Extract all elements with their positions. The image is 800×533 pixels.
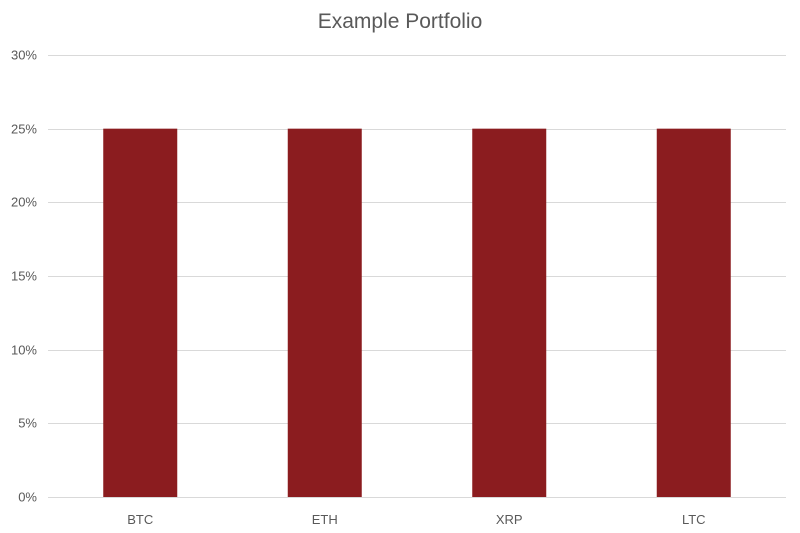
bar-eth [287, 128, 362, 497]
y-tick-label: 10% [11, 343, 37, 358]
y-tick-label: 25% [11, 122, 37, 137]
bar-btc [103, 128, 178, 497]
chart-title: Example Portfolio [317, 10, 483, 33]
x-tick-label: LTC [682, 512, 706, 527]
x-tick-label: ETH [312, 512, 338, 527]
y-tick-label: 5% [18, 416, 37, 431]
x-tick-label: XRP [496, 512, 523, 527]
bars [103, 128, 731, 497]
x-tick-label: BTC [127, 512, 153, 527]
x-axis-ticks: BTC ETH XRP LTC [127, 512, 705, 527]
y-tick-label: 20% [11, 195, 37, 210]
y-tick-label: 15% [11, 269, 37, 284]
y-axis-ticks: 0% 5% 10% 15% 20% 25% 30% [11, 48, 37, 505]
y-tick-label: 0% [18, 490, 37, 505]
bar-xrp [472, 128, 547, 497]
bar-ltc [656, 128, 731, 497]
y-tick-label: 30% [11, 48, 37, 63]
